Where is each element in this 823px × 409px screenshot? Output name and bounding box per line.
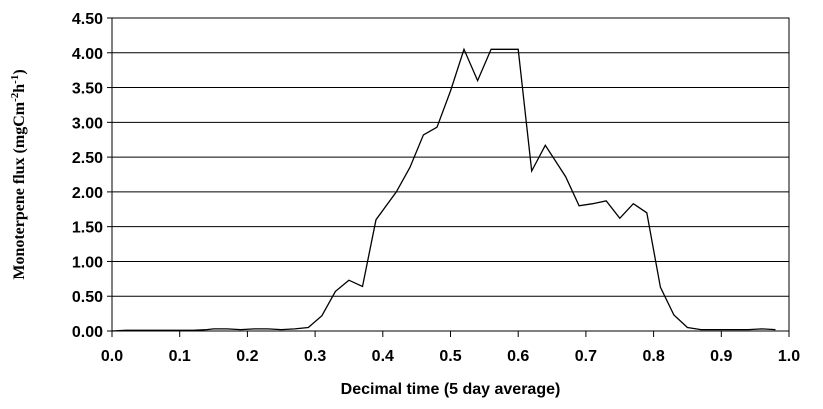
y-axis-ticks: 0.00 0.50 1.00 1.50 2.00 2.50 3.00 3.50 4.00 4.50	[72, 11, 112, 341]
y-tick-label: 4.00	[72, 46, 103, 63]
y-tick-label: 3.50	[72, 81, 103, 98]
x-axis-ticks: 0.0 0.1 0.2 0.3 0.4 0.5 0.6 0.7 0.8 0.9 1.0	[101, 331, 800, 365]
x-tick-label: 0.6	[507, 348, 529, 365]
x-axis-label: Decimal time (5 day average)	[341, 381, 561, 398]
x-tick-label: 0.3	[304, 348, 326, 365]
y-axis-label-part: -2	[9, 92, 21, 102]
y-axis-label-part: -1	[9, 75, 21, 84]
y-tick-label: 0.00	[72, 324, 103, 341]
y-tick-label: 1.00	[72, 254, 103, 271]
x-tick-label: 0.5	[439, 348, 461, 365]
series-line	[111, 47, 776, 332]
plot-area-frame	[111, 17, 790, 332]
y-tick-label: 2.50	[72, 150, 103, 167]
x-tick-label: 0.0	[101, 348, 123, 365]
x-tick-label: 0.4	[372, 348, 394, 365]
y-tick-label: 3.00	[72, 115, 103, 132]
y-tick-label: 4.50	[72, 11, 103, 28]
y-tick-label: 0.50	[72, 289, 103, 306]
x-tick-label: 1.0	[778, 348, 800, 365]
x-tick-label: 0.2	[236, 348, 258, 365]
x-tick-label: 0.9	[710, 348, 732, 365]
y-axis-label-part: )	[11, 69, 28, 74]
y-axis-label-part: h	[11, 84, 28, 93]
y-tick-label: 1.50	[72, 220, 103, 237]
x-tick-label: 0.1	[169, 348, 191, 365]
y-axis-label: Monoterpene flux (mgCm-2h-1)	[9, 69, 28, 279]
gridlines	[112, 17, 789, 332]
y-axis-label-part: Monoterpene flux (mgCm	[11, 101, 28, 279]
x-tick-label: 0.8	[642, 348, 664, 365]
y-tick-label: 2.00	[72, 185, 103, 202]
x-tick-label: 0.7	[575, 348, 597, 365]
